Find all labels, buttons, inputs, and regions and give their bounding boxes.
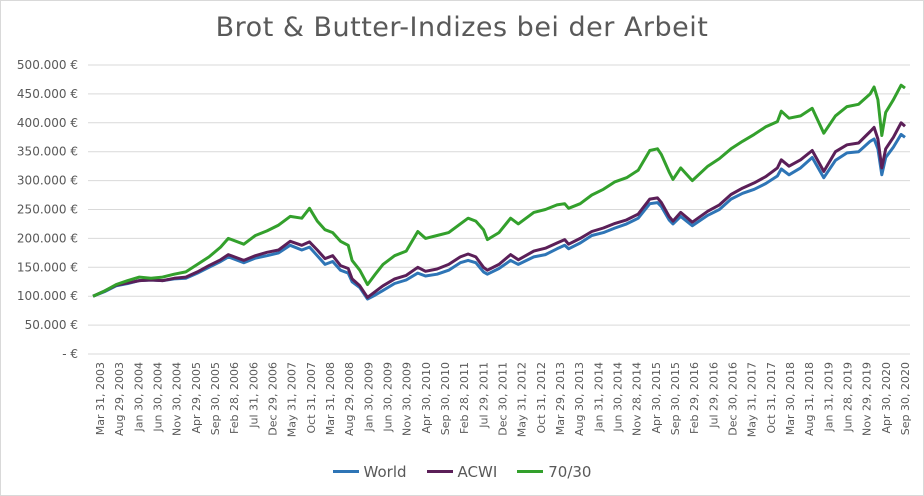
x-tick-label: Feb 28, 2006 [228,362,241,434]
y-axis-ticks: - € 50.000 € 100.000 € 150.000 € 200.000 € 25… [17,58,78,361]
x-tick-label: Aug 29, 2008 [343,362,356,436]
y-tick-label: 100.000 € [17,289,78,303]
x-tick-label: May 31, 2017 [746,362,759,437]
legend-item: 70/30 [517,463,591,481]
x-tick-label: Apr 30, 2010 [420,362,433,434]
y-tick-label: 250.000 € [17,203,78,217]
x-tick-label: Aug 31, 2018 [803,362,816,436]
legend-swatch [332,470,359,473]
legend-item: ACWI [426,463,498,481]
x-tick-label: Apr 30, 2015 [650,362,663,434]
legend: World ACWI 70/30 [0,463,924,481]
x-tick-label: Jul 31, 2006 [247,362,260,429]
x-tick-label: Nov 30, 2009 [401,362,414,436]
x-tick-label: Dec 30, 2016 [727,362,740,436]
y-tick-label: 400.000 € [17,116,78,130]
x-tick-label: Feb 29, 2016 [688,362,701,434]
x-tick-label: Oct 31, 2012 [535,362,548,434]
x-tick-label: Nov 29, 2019 [861,362,874,436]
legend-label: ACWI [457,463,498,481]
x-tick-label: Sep 30, 2015 [669,362,682,435]
x-tick-label: Mar 31, 2003 [94,362,107,435]
y-tick-label: 50.000 € [25,318,78,332]
x-tick-label: Mar 29, 2013 [554,362,567,435]
x-axis-ticks: Mar 31, 2003 Aug 29, 2003 Jan 30, 2004 Jun … [94,362,912,437]
y-tick-label: 500.000 € [17,58,78,72]
legend-label: 70/30 [548,463,592,481]
x-tick-label: Jun 30, 2004 [152,362,165,433]
x-tick-label: Oct 31, 2007 [305,362,318,434]
gridlines [88,64,910,355]
x-tick-label: Feb 28, 2011 [458,362,471,434]
x-tick-label: Jul 29, 2016 [707,362,720,429]
y-tick-label: 150.000 € [17,260,78,274]
x-tick-label: Dec 30, 2011 [497,362,510,436]
series-line-acwi [92,121,907,299]
x-tick-label: Jan 30, 2009 [362,362,375,432]
y-tick-label: 300.000 € [17,174,78,188]
x-tick-label: Jun 28, 2019 [842,362,855,433]
y-tick-label: 350.000 € [17,145,78,159]
x-tick-label: Oct 31, 2017 [765,362,778,434]
series-line-world [92,132,906,301]
x-tick-label: Sep 30, 2020 [899,362,912,435]
y-tick-label: 200.000 € [17,231,78,245]
x-tick-label: Sep 30, 2005 [209,362,222,435]
y-tick-label: 450.000 € [17,87,78,101]
x-tick-label: Mar 30, 2018 [784,362,797,435]
x-tick-label: Nov 30, 2004 [171,362,184,436]
chart-title: Brot & Butter-Indizes bei der Arbeit [215,12,709,43]
x-tick-label: May 31, 2007 [286,362,299,437]
legend-swatch [426,470,453,473]
x-tick-label: Apr 29, 2005 [190,362,203,434]
x-tick-label: Jun 30, 2009 [382,362,395,433]
x-tick-label: Apr 30, 2020 [880,362,893,434]
x-tick-label: Nov 28, 2014 [631,362,644,436]
x-tick-label: Jan 31, 2014 [592,362,605,432]
x-tick-label: Jun 30, 2014 [612,362,625,433]
legend-swatch [517,470,544,473]
x-tick-label: Aug 29, 2003 [113,362,126,436]
legend-item: World [332,463,407,481]
x-tick-label: Jan 30, 2004 [132,362,145,432]
x-tick-label: Dec 29, 2006 [267,362,280,436]
x-tick-label: Sep 30, 2010 [439,362,452,435]
x-tick-label: Mar 31, 2008 [324,362,337,435]
x-tick-label: Jan 31, 2019 [822,362,835,432]
series-lines [92,83,907,301]
series-line-7030 [92,83,906,298]
x-tick-label: Aug 30, 2013 [573,362,586,436]
x-tick-label: May 31, 2012 [516,362,529,437]
y-tick-label: - € [62,347,78,361]
x-tick-label: Jul 29, 2011 [477,362,490,429]
legend-label: World [363,463,407,481]
